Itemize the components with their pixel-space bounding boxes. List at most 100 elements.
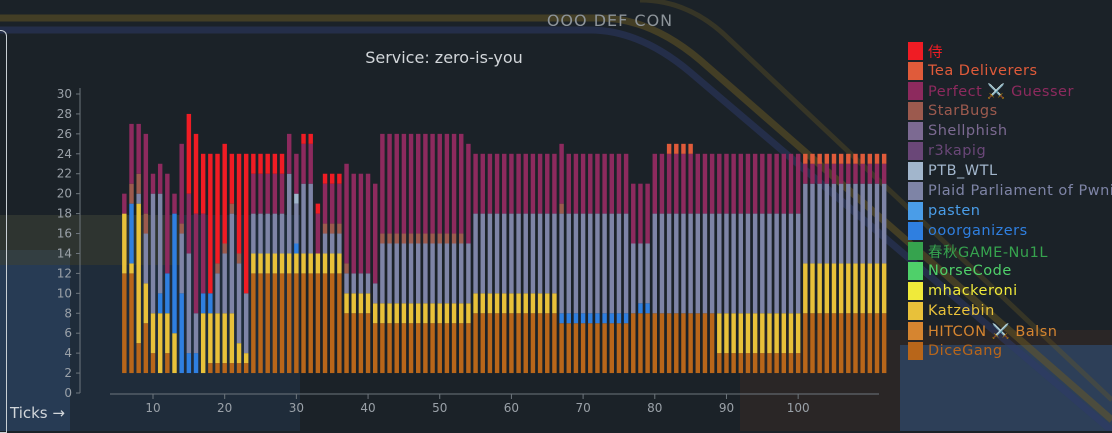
bar-segment — [674, 143, 679, 154]
bar-segment — [358, 273, 364, 294]
bar-segment — [838, 183, 844, 264]
bar-segment — [416, 323, 421, 374]
bar-segment — [788, 313, 794, 354]
bar-segment — [559, 203, 564, 214]
bar-segment — [494, 313, 500, 374]
bar-segment — [502, 293, 507, 314]
bar-segment — [430, 243, 435, 304]
bar-segment — [494, 213, 500, 294]
bar-segment — [580, 313, 586, 324]
bar-segment — [831, 313, 837, 374]
bar-segment — [874, 183, 880, 264]
bar-segment — [874, 163, 880, 184]
legend-item[interactable]: Plaid Parliament of Pwning — [908, 181, 1112, 201]
bar-segment — [666, 153, 672, 214]
bar-segment — [530, 313, 536, 374]
bar-segment — [301, 183, 306, 254]
bar-segment — [215, 153, 220, 264]
bar-segment — [767, 153, 772, 214]
bar-segment — [659, 153, 665, 214]
legend-item[interactable]: StarBugs — [908, 101, 1112, 121]
legend-item[interactable]: DiceGang — [908, 341, 1112, 361]
bar-segment — [387, 323, 392, 374]
bar-segment — [774, 313, 779, 354]
legend-swatch — [908, 342, 923, 360]
bar-segment — [724, 353, 729, 374]
bar-segment — [731, 153, 736, 214]
bar-segment — [760, 353, 765, 374]
chart-title: Service: zero-is-you — [365, 48, 523, 67]
bar-segment — [760, 313, 765, 354]
bar-segment — [810, 263, 815, 314]
bar-segment — [236, 343, 242, 364]
bar-segment — [824, 163, 830, 184]
bar-segment — [150, 173, 156, 194]
bar-segment — [552, 213, 557, 294]
bar-segment — [853, 263, 858, 314]
bar-segment — [695, 213, 701, 314]
bar-segment — [416, 133, 421, 234]
legend-item[interactable]: mhackeroni — [908, 281, 1112, 301]
bar-segment — [136, 343, 141, 374]
y-tick-label: 4 — [64, 346, 72, 360]
bar-segment — [165, 273, 170, 314]
bar-segment — [645, 183, 650, 244]
legend-item[interactable]: Shellphish — [908, 121, 1112, 141]
bar-segment — [573, 213, 579, 314]
bar-segment — [487, 293, 493, 314]
bar-segment — [380, 133, 385, 234]
bar-segment — [623, 213, 629, 314]
legend-item[interactable]: Perfect ⚔️ Guesser — [908, 81, 1112, 101]
bar-segment — [186, 253, 192, 354]
legend-label: DiceGang — [928, 343, 1003, 359]
bar-segment — [430, 233, 435, 244]
bar-segment — [222, 363, 227, 374]
x-tick-label: 80 — [647, 401, 662, 415]
bar-segment — [444, 303, 450, 324]
bar-segment — [208, 313, 213, 364]
bar-segment — [552, 293, 557, 314]
bar-segment — [337, 233, 342, 254]
bar-segment — [545, 213, 550, 294]
bar-segment — [337, 183, 342, 224]
bar-segment — [609, 213, 614, 314]
legend-item[interactable]: 侍 — [908, 41, 1112, 61]
bar-segment — [502, 153, 507, 214]
bar-segment — [272, 173, 278, 214]
legend-item[interactable]: 春秋GAME-Nu1L — [908, 241, 1112, 261]
legend-item[interactable]: pasten — [908, 201, 1112, 221]
bar-segment — [423, 303, 428, 324]
bar-segment — [172, 333, 177, 374]
bar-segment — [408, 323, 414, 374]
bar-segment — [760, 213, 765, 314]
legend-label: mhackeroni — [928, 283, 1018, 299]
legend-item[interactable]: NorseCode — [908, 261, 1112, 281]
bar-segment — [186, 353, 192, 374]
ooo-defcon-brand: OOO DEF CON — [546, 11, 674, 30]
bar-segment — [193, 133, 199, 214]
bar-segment — [523, 153, 528, 214]
legend-item[interactable]: ooorganizers — [908, 221, 1112, 241]
bar-segment — [516, 213, 521, 294]
bar-segment — [616, 153, 622, 214]
bar-segment — [430, 133, 435, 234]
legend-label: StarBugs — [928, 103, 998, 119]
bar-segment — [724, 153, 729, 214]
bar-segment — [430, 303, 435, 324]
bar-segment — [430, 323, 435, 374]
legend-item[interactable]: r3kapig — [908, 141, 1112, 161]
bar-segment — [552, 313, 557, 374]
bar-segment — [272, 153, 278, 174]
legend-item[interactable]: Tea Deliverers — [908, 61, 1112, 81]
legend-item[interactable]: PTB_WTL — [908, 161, 1112, 181]
legend-swatch — [908, 62, 923, 80]
bar-segment — [279, 153, 285, 174]
bar-segment — [157, 313, 163, 374]
bar-segment — [344, 263, 349, 274]
bar-segment — [566, 153, 571, 214]
bar-segment — [702, 313, 708, 374]
legend-item[interactable]: Katzebin — [908, 301, 1112, 321]
bar-segment — [329, 273, 335, 374]
bar-segment — [867, 313, 873, 374]
legend-item[interactable]: HITCON ⚔️ Balsn — [908, 321, 1112, 341]
